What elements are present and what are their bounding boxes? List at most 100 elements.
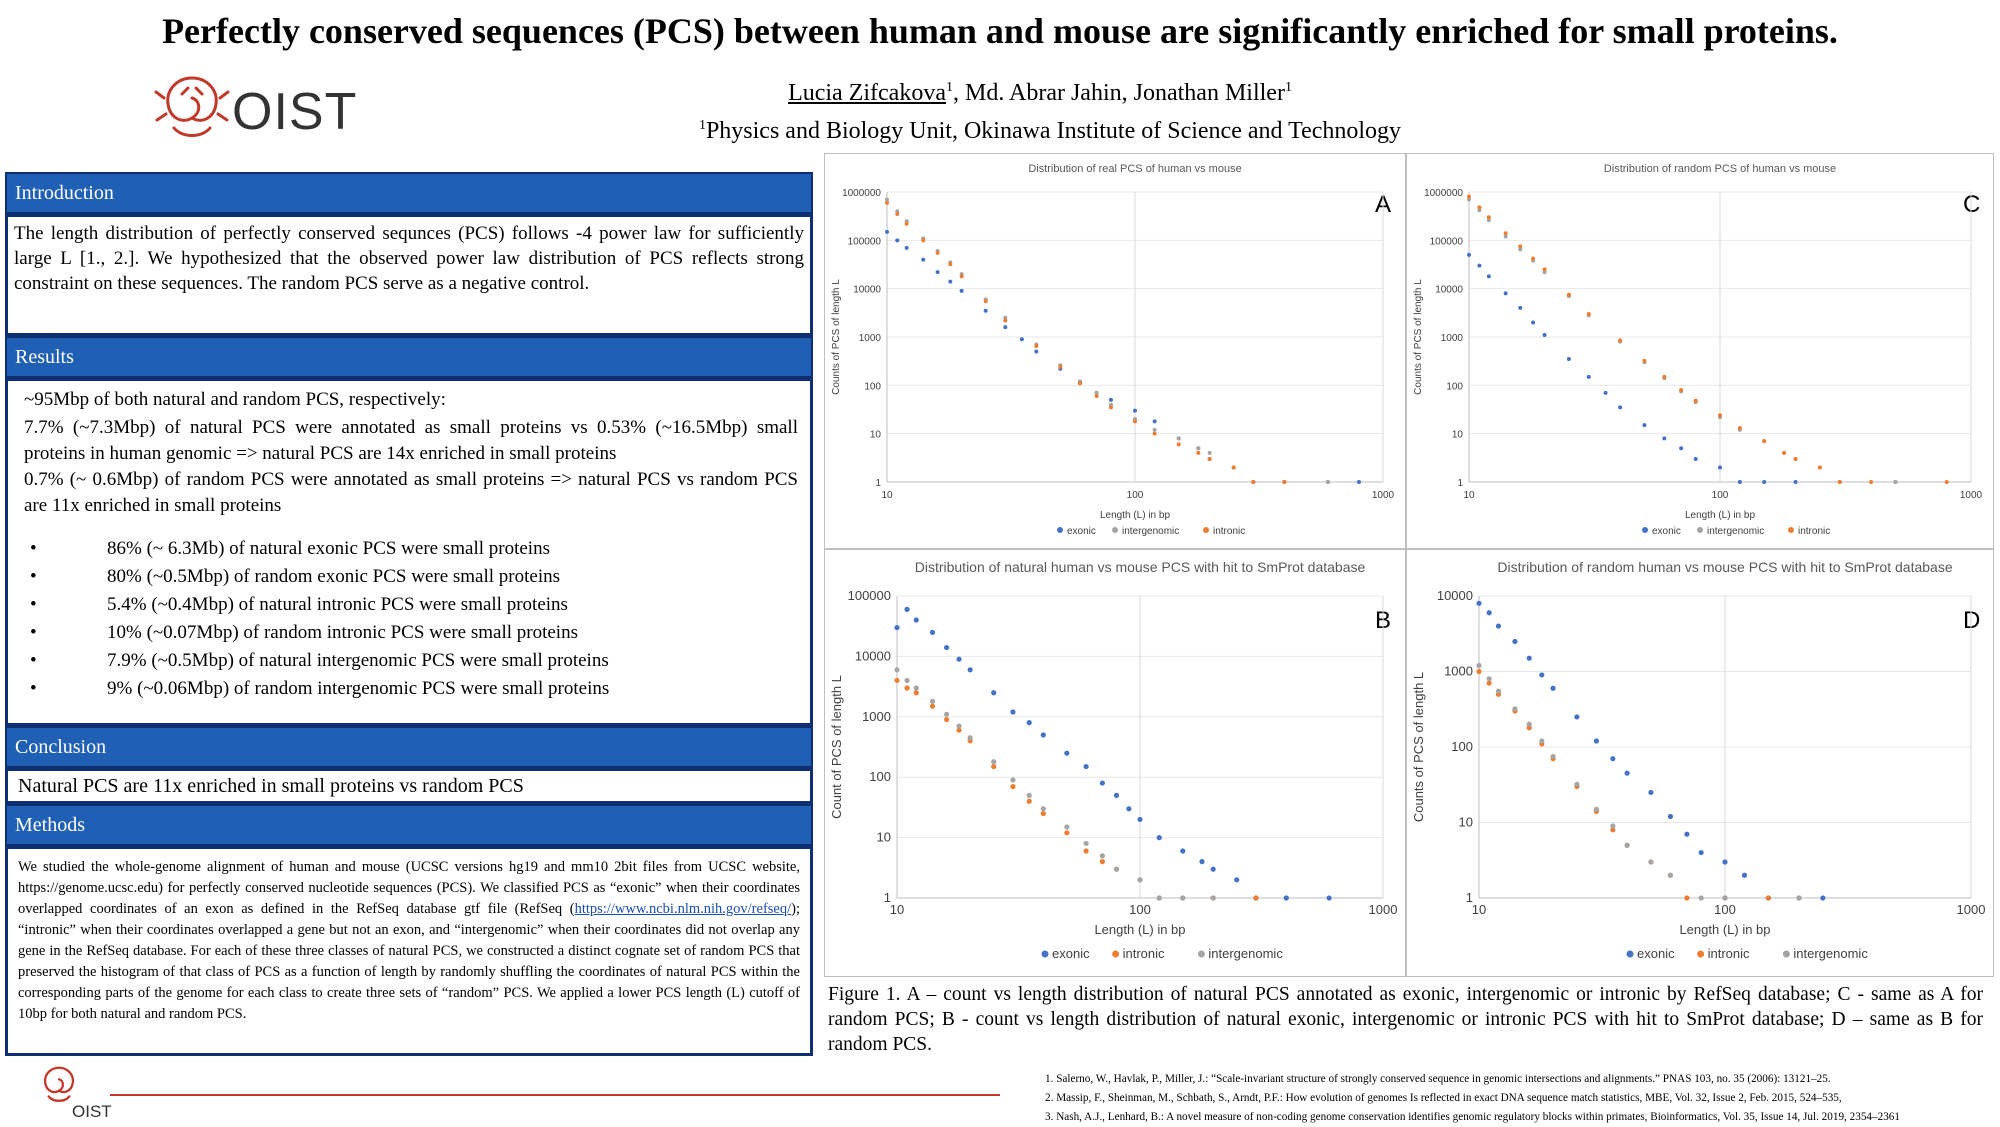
bullet-text: 9% (~0.06Mbp) of random intergenomic PCS…	[107, 678, 610, 699]
data-point	[1064, 824, 1070, 830]
data-point	[1003, 318, 1008, 323]
bullet-marker: •	[30, 622, 37, 643]
legend-marker	[1697, 950, 1705, 958]
data-point	[1133, 408, 1137, 413]
data-point	[1737, 426, 1742, 431]
data-point	[1820, 895, 1826, 901]
legend-label: intergenomic	[1793, 946, 1868, 961]
y-tick-label: 1	[884, 890, 891, 905]
data-point	[1618, 405, 1623, 410]
data-point	[1603, 390, 1608, 395]
data-point	[1512, 706, 1518, 712]
legend-label: exonic	[1637, 946, 1675, 961]
y-axis-label: Counts of PCS of length L	[831, 279, 842, 395]
x-tick-label: 10	[1463, 490, 1475, 501]
data-point	[1793, 456, 1798, 461]
data-point	[1944, 480, 1949, 484]
data-point	[929, 629, 936, 635]
data-point	[1718, 465, 1722, 470]
data-point	[1550, 685, 1556, 691]
y-tick-label: 100000	[848, 588, 891, 603]
data-point	[1624, 842, 1630, 848]
bullet-text: 86% (~ 6.3Mb) of natural exonic PCS were…	[107, 538, 550, 559]
data-point	[1253, 895, 1259, 901]
legend-marker	[1057, 527, 1063, 533]
y-tick-label: 10000	[855, 648, 891, 663]
data-point	[1210, 866, 1216, 872]
introduction-text: The length distribution of perfectly con…	[14, 223, 804, 294]
y-tick-label: 10	[1452, 430, 1464, 441]
data-point	[1495, 623, 1502, 629]
data-point	[1094, 394, 1099, 399]
data-point	[1064, 750, 1070, 756]
data-point	[1817, 465, 1822, 470]
panel-letter: D	[1963, 607, 1980, 634]
data-point	[904, 677, 910, 684]
data-point	[1642, 358, 1647, 363]
data-point	[1642, 423, 1647, 428]
data-point	[1486, 676, 1492, 682]
y-axis-label: Count of PCS of length L	[829, 675, 844, 819]
data-point	[1108, 402, 1113, 407]
data-point	[1040, 806, 1046, 812]
data-point	[959, 274, 964, 279]
y-tick-label: 1000	[862, 709, 891, 724]
x-tick-label: 100	[1712, 490, 1729, 501]
data-point	[991, 759, 997, 765]
data-point	[1094, 390, 1099, 395]
data-point	[1199, 859, 1205, 865]
data-point	[944, 711, 950, 717]
data-point	[1210, 895, 1216, 901]
affiliation-sup: 1	[698, 118, 706, 133]
data-point	[967, 667, 973, 673]
data-point	[1539, 672, 1545, 678]
data-point	[1476, 668, 1482, 675]
methods-text-b: ); “intronic” when their coordinates ove…	[18, 901, 800, 1022]
data-point	[1180, 848, 1186, 854]
y-tick-label: 10	[877, 830, 891, 845]
legend-label: intronic	[1798, 526, 1830, 537]
data-point	[1667, 872, 1674, 878]
data-point	[967, 735, 973, 741]
results-box: ~95Mbp of both natural and random PCS, r…	[5, 378, 813, 726]
data-point	[1495, 688, 1502, 694]
data-point	[913, 617, 919, 623]
data-point	[885, 200, 889, 205]
x-axis-label: Length (L) in bp	[1685, 510, 1755, 521]
data-point	[1893, 480, 1898, 484]
data-point	[1782, 450, 1787, 455]
data-point	[904, 245, 909, 250]
figure-caption: Figure 1. A – count vs length distributi…	[828, 984, 1983, 1055]
x-tick-label: 1000	[1957, 902, 1986, 917]
bullet-marker: •	[30, 678, 37, 699]
data-point	[904, 221, 909, 226]
x-tick-label: 100	[1127, 490, 1144, 501]
data-point	[921, 238, 926, 243]
data-point	[1486, 218, 1491, 223]
data-point	[1010, 709, 1016, 715]
affiliation: 1Physics and Biology Unit, Okinawa Insti…	[600, 118, 1500, 145]
y-tick-label: 100	[1451, 739, 1473, 754]
data-point	[1477, 205, 1482, 210]
chart-b: Distribution of natural human vs mouse P…	[829, 559, 1397, 961]
chart-c: Distribution of random PCS of human vs m…	[1413, 163, 1983, 537]
data-point	[885, 197, 889, 202]
data-point	[1486, 610, 1492, 616]
data-point	[1108, 405, 1113, 410]
oist-logo: OIST	[152, 68, 356, 148]
oist-footer-logo-text: OIST	[72, 1102, 112, 1121]
conclusion-heading: Conclusion	[5, 726, 813, 768]
data-point	[1476, 662, 1482, 669]
refseq-link[interactable]: https://www.ncbi.nlm.nih.gov/refseq/	[574, 901, 792, 917]
data-point	[904, 606, 910, 612]
data-point	[1026, 720, 1032, 726]
data-point	[1741, 872, 1748, 878]
data-point	[1503, 231, 1508, 236]
data-point	[1486, 215, 1491, 220]
legend-marker	[1626, 950, 1634, 958]
legend-marker	[1788, 527, 1794, 533]
y-tick-label: 1	[1466, 890, 1473, 905]
data-point	[1542, 267, 1547, 272]
data-point	[1251, 480, 1256, 484]
footer-logo: OIST	[36, 1062, 126, 1122]
